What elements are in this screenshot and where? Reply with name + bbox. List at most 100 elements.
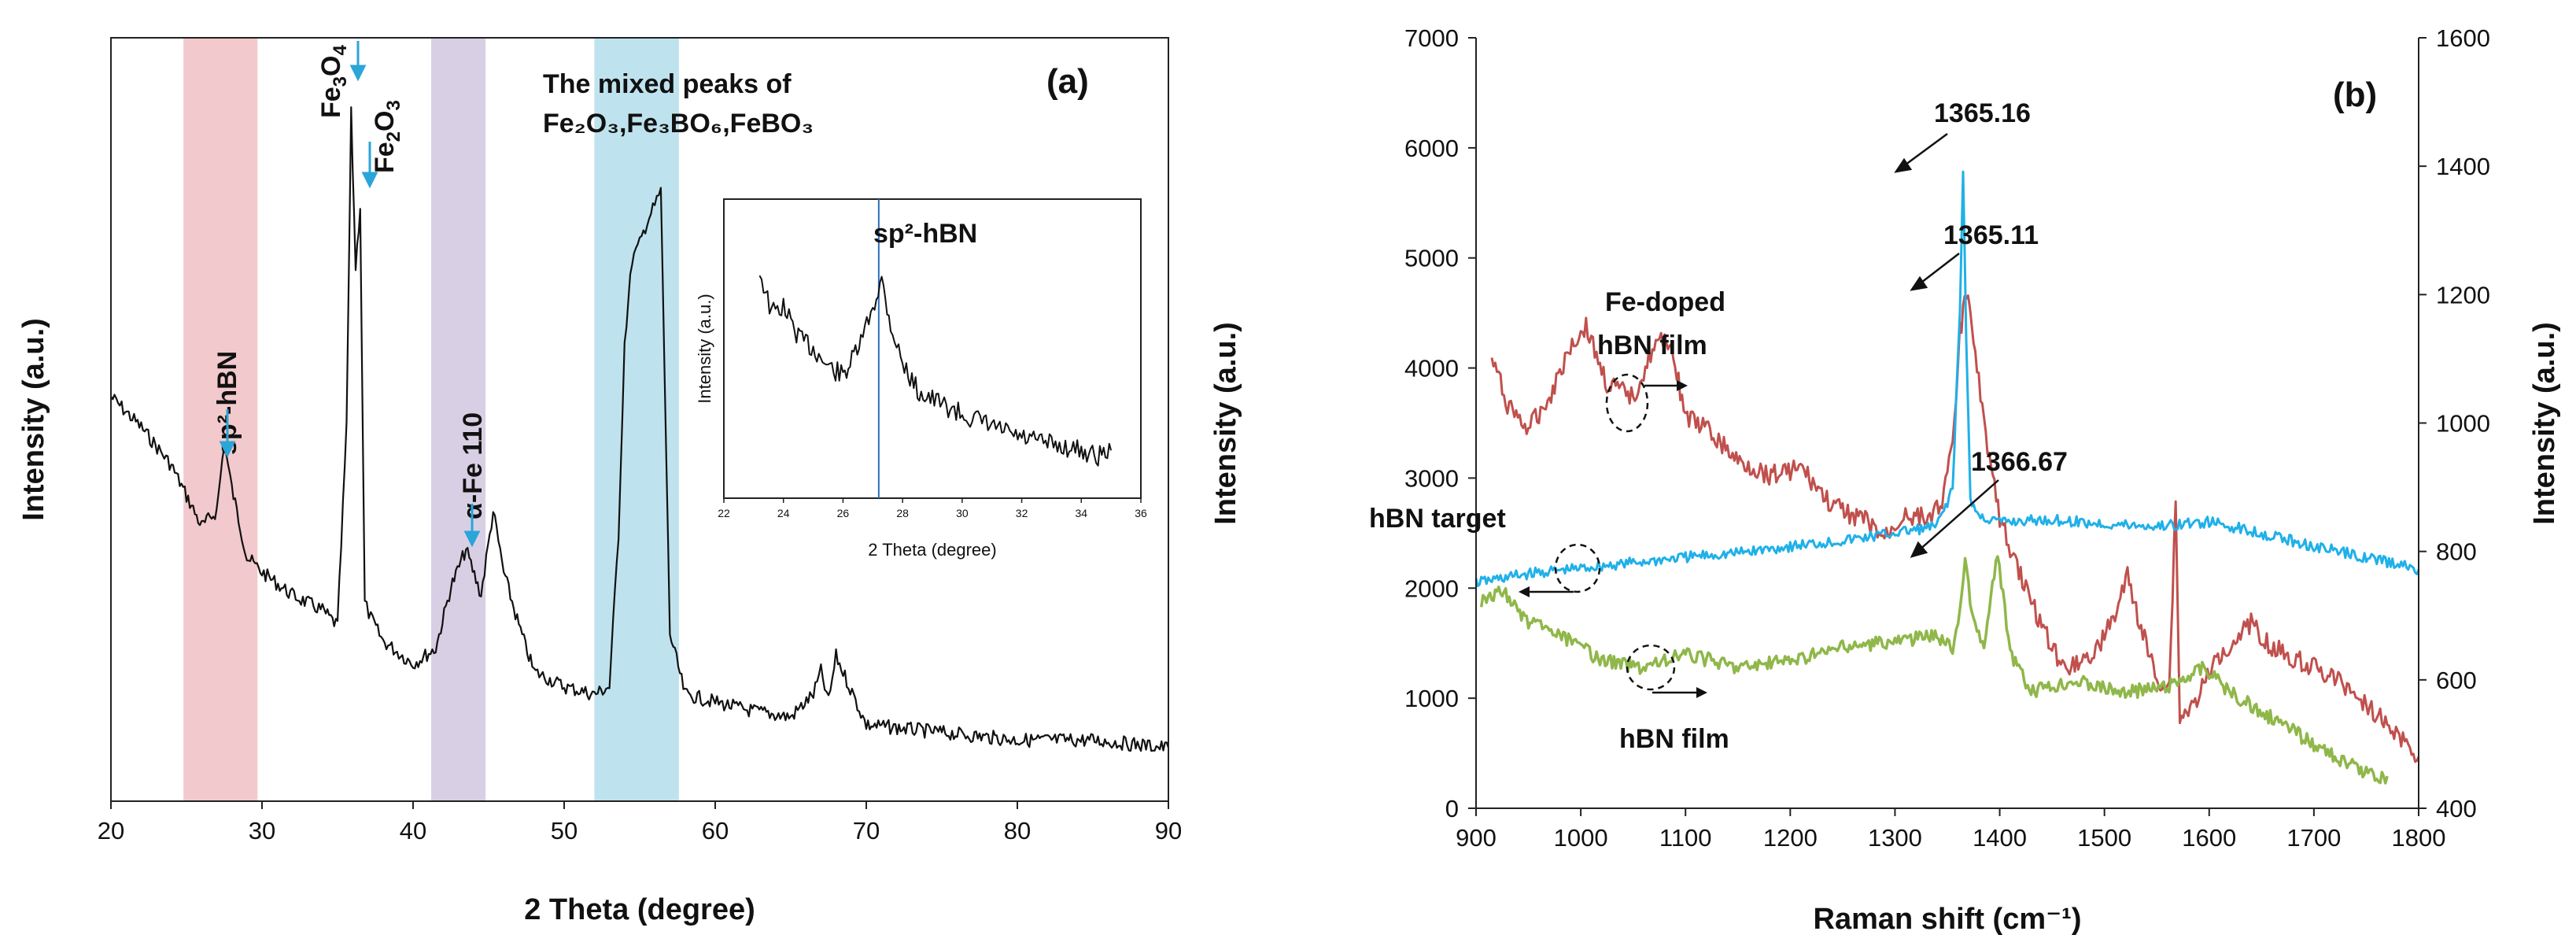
series-hbn-film <box>1479 555 2389 785</box>
annotation-fe3o4: Fe3O4 <box>316 45 351 119</box>
panel-a-x-ticks: 20 30 40 50 60 70 80 90 <box>98 801 1182 844</box>
inset-tick-label: 28 <box>896 507 909 519</box>
arrow-1366-67 <box>1917 479 1999 552</box>
inset-chart: 22 24 26 28 30 32 34 36 sp²-hBN 2 Theta (degree… <box>695 198 1147 560</box>
label-fe-doped: Fe-doped <box>1605 287 1725 317</box>
inset-x-ticks: 22 24 26 28 30 32 34 36 <box>718 498 1147 519</box>
x-tick-label: 1600 <box>2182 824 2236 852</box>
y-right-tick-label: 1400 <box>2436 153 2490 180</box>
panel-b-ylabel-left: Intensity (a.u.) <box>1209 322 1242 525</box>
arrow-1366-67-head <box>1910 541 1928 558</box>
highlight-band-2 <box>431 38 486 801</box>
panel-b-y-left-ticks: 0 1000 2000 3000 4000 5000 6000 7000 <box>1404 24 1476 822</box>
annotation-mixed-peaks-line1: The mixed peaks of <box>543 69 792 99</box>
x-tick-label: 1300 <box>1868 824 1922 852</box>
y-right-tick-label: 400 <box>2436 795 2477 822</box>
arrowhead-hbn-target <box>1519 586 1530 597</box>
panel-b: 900 1000 1100 1200 1300 1400 1500 1600 1700 1800 … <box>1209 24 2561 936</box>
inset-tick-label: 22 <box>718 507 730 519</box>
panel-a-plot-frame <box>110 37 1169 802</box>
x-tick-label: 1700 <box>2286 824 2341 852</box>
x-tick-label: 1800 <box>2392 824 2446 852</box>
arrow-1365-11 <box>1917 253 1960 286</box>
inset-tick-label: 34 <box>1075 507 1087 519</box>
y-right-tick-label: 1200 <box>2436 281 2490 309</box>
panel-a-bands <box>183 38 679 801</box>
panel-b-callout-arrows <box>1894 132 1999 558</box>
y-right-tick-label: 800 <box>2436 538 2477 566</box>
panel-b-label: (b) <box>2333 76 2377 114</box>
x-tick-label: 70 <box>853 817 880 844</box>
x-tick-label: 50 <box>551 817 578 844</box>
arrowhead-fe-doped <box>1677 380 1688 391</box>
y-right-tick-label: 600 <box>2436 667 2477 694</box>
x-tick-label: 60 <box>702 817 729 844</box>
panel-a-xrd-line <box>110 106 1170 752</box>
panel-a-xlabel: 2 Theta (degree) <box>524 893 755 926</box>
inset-tick-label: 36 <box>1135 507 1147 519</box>
x-tick-label: 1400 <box>1973 824 2027 852</box>
annotation-fe2o3: Fe2O3 <box>370 100 404 173</box>
label-fe-doped-hbn-film: hBN film <box>1597 331 1707 360</box>
x-tick-label: 1200 <box>1763 824 1818 852</box>
x-tick-label: 1000 <box>1554 824 1608 852</box>
label-hbn-target: hBN target <box>1369 504 1506 534</box>
ellipse-hbn-film <box>1626 644 1676 691</box>
ellipse-hbn-target <box>1554 543 1601 593</box>
y-left-tick-label: 0 <box>1445 795 1459 822</box>
y-left-tick-label: 2000 <box>1404 575 1459 602</box>
arrow-1365-16-head <box>1894 157 1913 173</box>
panel-b-y-right-ticks: 400 600 800 1000 1200 1400 1600 <box>2419 24 2490 822</box>
x-tick-label: 1100 <box>1659 824 1712 852</box>
y-left-tick-label: 1000 <box>1404 685 1459 712</box>
x-tick-label: 30 <box>249 817 275 844</box>
panel-a-ylabel: Intensity (a.u.) <box>17 318 50 521</box>
x-tick-label: 20 <box>98 817 124 844</box>
x-tick-label: 40 <box>400 817 426 844</box>
annotation-mixed-peaks-line2: Fe₂O₃,Fe₃BO₆,FeBO₃ <box>543 109 814 139</box>
y-left-tick-label: 3000 <box>1404 464 1459 492</box>
inset-tick-label: 24 <box>777 507 790 519</box>
callout-1365-16: 1365.16 <box>1934 98 2031 128</box>
y-left-tick-label: 5000 <box>1404 245 1459 272</box>
callout-1366-67: 1366.67 <box>1971 447 2068 477</box>
inset-label-sp2-hbn: sp²-hBN <box>873 219 977 249</box>
panel-a-peak-arrows <box>219 41 481 548</box>
y-left-tick-label: 7000 <box>1404 24 1459 52</box>
x-tick-label: 80 <box>1004 817 1031 844</box>
arrowhead-hbn-film <box>1696 687 1707 698</box>
label-hbn-film: hBN film <box>1619 724 1729 754</box>
panel-b-ylabel-right: Intensity (a.u.) <box>2528 322 2561 525</box>
series-hbn-target <box>1474 170 2420 588</box>
axis-indicator-markers <box>1526 373 1699 694</box>
ellipse-fe-doped <box>1605 373 1649 433</box>
x-tick-label: 900 <box>1456 824 1497 852</box>
panel-a-label: (a) <box>1046 62 1089 101</box>
axis-indicator-arrowheads <box>1519 380 1707 698</box>
panel-a: 20 30 40 50 60 70 80 90 (a) 2 Theta (degree) In… <box>17 37 1182 926</box>
panel-b-xlabel: Raman shift (cm⁻¹) <box>1814 903 2082 936</box>
inset-xrd-line <box>758 275 1113 467</box>
inset-ylabel: Intensity (a.u.) <box>695 294 714 403</box>
arrow-1365-16 <box>1902 132 1948 168</box>
series-fe-doped-hbn-film <box>1490 294 2420 763</box>
inset-tick-label: 26 <box>837 507 850 519</box>
arrow-fe3o4-head <box>349 65 367 82</box>
x-tick-label: 90 <box>1155 817 1182 844</box>
arrow-1365-11-head <box>1910 275 1928 291</box>
inset-tick-label: 30 <box>956 507 969 519</box>
panel-b-x-ticks: 900 1000 1100 1200 1300 1400 1500 1600 1700 1800 <box>1456 808 2445 852</box>
y-left-tick-label: 4000 <box>1404 355 1459 382</box>
inset-xlabel: 2 Theta (degree) <box>868 540 996 560</box>
highlight-band-1 <box>183 38 258 801</box>
arrow-alpha-fe-head <box>463 530 481 548</box>
callout-1365-11: 1365.11 <box>1943 220 2039 250</box>
arrow-sp2-hbn-head <box>219 441 236 458</box>
y-right-tick-label: 1600 <box>2436 24 2490 52</box>
x-tick-label: 1500 <box>2077 824 2131 852</box>
arrow-fe2o3-head <box>361 172 378 189</box>
inset-tick-label: 32 <box>1016 507 1028 519</box>
annotation-alpha-fe-110: α-Fe 110 <box>458 412 488 519</box>
y-left-tick-label: 6000 <box>1404 135 1459 162</box>
